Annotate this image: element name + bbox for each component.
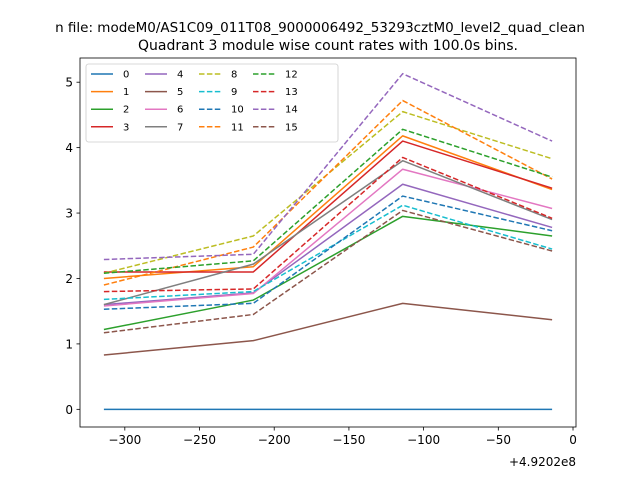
x-tick-label: −50 [486, 433, 511, 447]
y-tick-label: 4 [65, 141, 73, 155]
legend-label-8: 8 [231, 70, 237, 81]
legend-label-4: 4 [177, 70, 183, 81]
series-line-5 [103, 302, 553, 356]
plot-area: −300 −250 −200 −150 −100 −50 00123450123456789… [65, 57, 577, 447]
x-tick-label: 0 [569, 433, 577, 447]
series-line-4 [103, 183, 553, 306]
x-tick-label: −300 [108, 433, 141, 447]
x-tick-label: −100 [407, 433, 440, 447]
x-tick-label: −200 [258, 433, 291, 447]
legend-label-12: 12 [285, 70, 298, 81]
series-line-9 [103, 204, 553, 301]
chart-title: Quadrant 3 module wise count rates with … [138, 38, 518, 54]
legend-label-13: 13 [285, 87, 298, 98]
legend-label-5: 5 [177, 87, 183, 98]
legend-label-15: 15 [285, 122, 298, 133]
series-line-11 [103, 99, 553, 286]
legend-label-9: 9 [231, 87, 237, 98]
series-line-2 [103, 215, 553, 331]
legend-label-7: 7 [177, 122, 183, 133]
legend-label-3: 3 [123, 122, 129, 133]
figure-suptitle: n file: modeM0/AS1C09_011T08_9000006492_… [55, 20, 585, 36]
series-line-6 [103, 168, 553, 307]
series-line-3 [103, 140, 553, 273]
legend-label-0: 0 [123, 70, 129, 81]
series-line-13 [103, 156, 553, 293]
y-tick-label: 1 [65, 337, 73, 351]
series-line-14 [103, 72, 553, 261]
y-tick-label: 3 [65, 207, 73, 221]
legend-label-2: 2 [123, 105, 129, 116]
legend-label-1: 1 [123, 87, 129, 98]
series-line-15 [103, 209, 553, 334]
legend-box [85, 63, 339, 143]
legend-label-14: 14 [285, 105, 298, 116]
x-tick-label: −250 [183, 433, 216, 447]
series-line-8 [103, 110, 553, 274]
legend-label-11: 11 [231, 122, 244, 133]
axes-frame [79, 57, 577, 428]
y-tick-label: 0 [65, 403, 73, 417]
y-tick-label: 2 [65, 272, 73, 286]
series-line-12 [103, 128, 553, 274]
x-tick-label: −150 [332, 433, 365, 447]
series-line-7 [103, 159, 553, 306]
legend-label-6: 6 [177, 105, 183, 116]
y-tick-label: 5 [65, 76, 73, 90]
x-axis-offset-label: +4.9202e8 [509, 455, 576, 469]
series-line-10 [103, 195, 553, 310]
legend-label-10: 10 [231, 105, 244, 116]
